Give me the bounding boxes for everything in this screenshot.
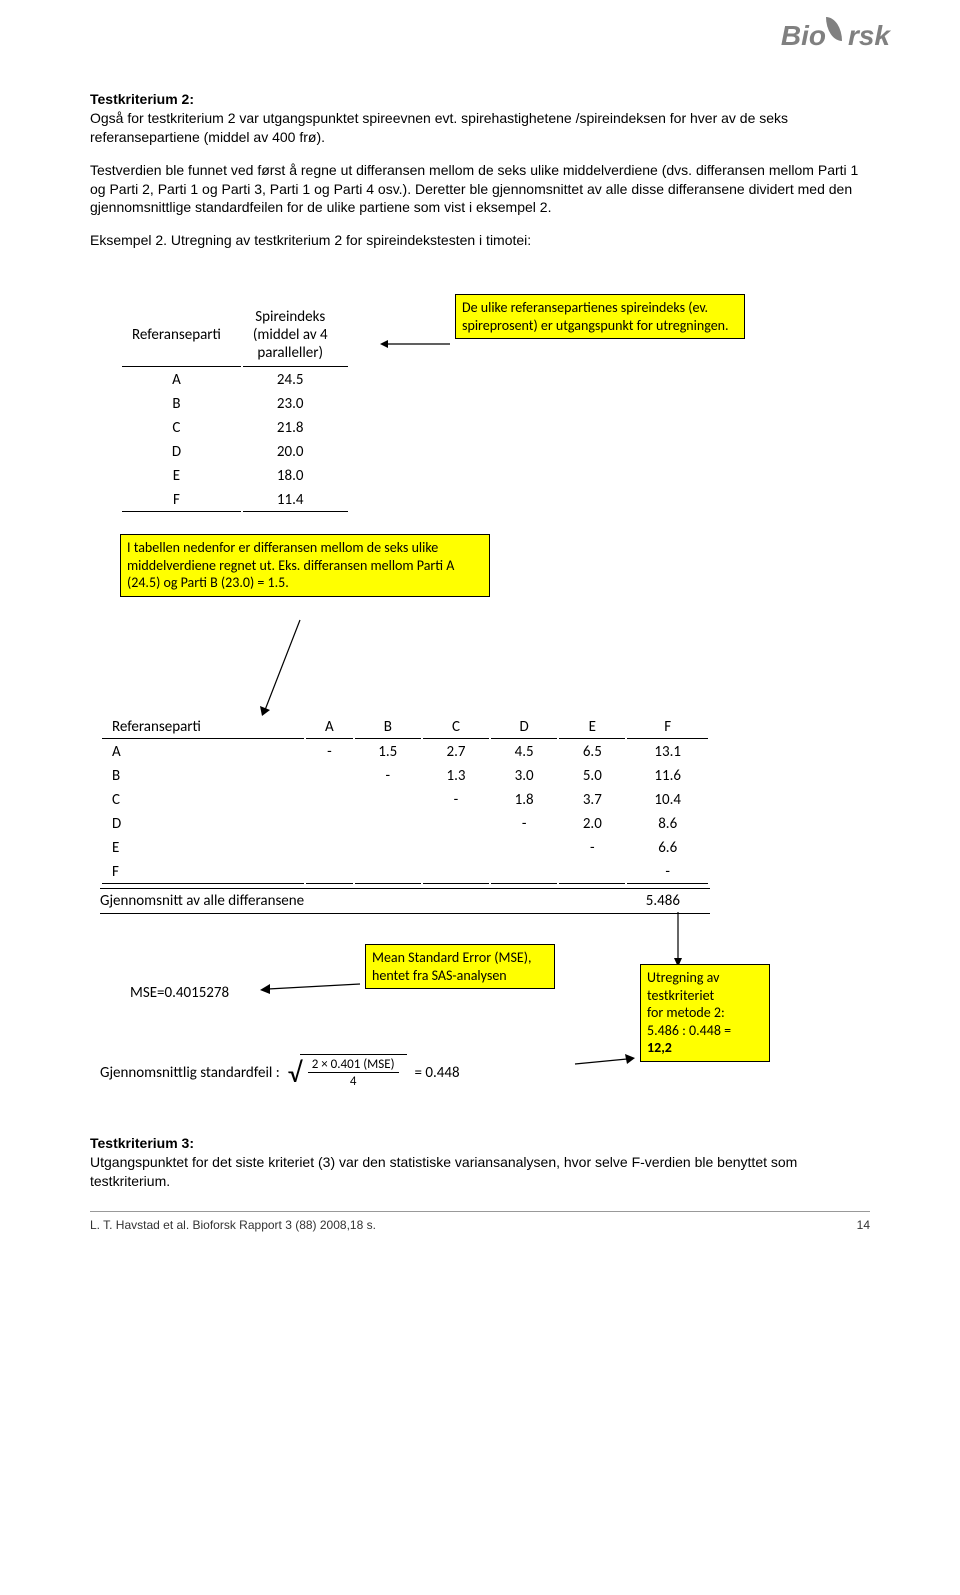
table-row: F- xyxy=(102,861,708,884)
leaf-icon xyxy=(824,21,848,51)
table-row: A-1.52.74.56.513.1 xyxy=(102,741,708,763)
annotation-note-1: De ulike referansepartienes spireindeks … xyxy=(455,294,745,339)
stderr-eq: = 0.448 xyxy=(415,1064,460,1082)
stderr-formula: Gjennomsnittlig standardfeil : √ 2 × 0.4… xyxy=(100,1054,460,1091)
section3-text: Utgangspunktet for det siste kriteriet (… xyxy=(90,1154,797,1189)
arrow-icon xyxy=(260,974,360,994)
section3-title: Testkriterium 3: xyxy=(90,1135,194,1151)
footer-page-number: 14 xyxy=(857,1218,870,1232)
table-row: D20.0 xyxy=(122,441,348,463)
table-row: A24.5 xyxy=(122,369,348,391)
arrow-icon xyxy=(575,1054,635,1074)
annotation-note-4: Utregning av testkriteriet for metode 2:… xyxy=(640,964,770,1062)
table-row: D-2.08.6 xyxy=(102,813,708,835)
figure-area: Referanseparti Spireindeks (middel av 4 … xyxy=(90,264,870,1094)
table-row: C21.8 xyxy=(122,417,348,439)
table-row: B23.0 xyxy=(122,393,348,415)
avg-value: 5.486 xyxy=(646,892,680,910)
avg-label: Gjennomsnitt av alle differansene xyxy=(100,892,304,910)
arrow-icon xyxy=(380,339,460,359)
footer-left: L. T. Havstad et al. Bioforsk Rapport 3 … xyxy=(90,1218,376,1232)
table-row: E-6.6 xyxy=(102,837,708,859)
table-row: C-1.83.710.4 xyxy=(102,789,708,811)
example-label: Eksempel 2. Utregning av testkriterium 2… xyxy=(90,231,870,250)
footer: L. T. Havstad et al. Bioforsk Rapport 3 … xyxy=(90,1211,870,1232)
testkriterium-2-para: Testkriterium 2: Også for testkriterium … xyxy=(90,90,870,147)
tbl2-rowhdr: Referanseparti xyxy=(102,716,304,739)
section-title: Testkriterium 2: xyxy=(90,91,194,107)
sqrt-expression: √ 2 × 0.401 (MSE) 4 xyxy=(288,1054,407,1091)
logo: Bio rsk xyxy=(781,20,890,52)
stderr-label: Gjennomsnittlig standardfeil : xyxy=(100,1064,280,1082)
table-row: E18.0 xyxy=(122,465,348,487)
difference-table: Referanseparti A B C D E F A-1.52.74.56.… xyxy=(100,714,710,886)
logo-text-pre: Bio xyxy=(781,20,826,52)
section-p1: Også for testkriterium 2 var utgangspunk… xyxy=(90,110,788,145)
table-row: B-1.33.05.011.6 xyxy=(102,765,708,787)
average-row: Gjennomsnitt av alle differansene 5.486 xyxy=(100,888,710,914)
annotation-note-3: Mean Standard Error (MSE), hentet fra SA… xyxy=(365,944,555,989)
section-p2: Testverdien ble funnet ved først å regne… xyxy=(90,161,870,218)
testkriterium-3-para: Testkriterium 3: Utgangspunktet for det … xyxy=(90,1134,870,1191)
reference-table: Referanseparti Spireindeks (middel av 4 … xyxy=(120,304,350,514)
annotation-note-2: I tabellen nedenfor er differansen mello… xyxy=(120,534,490,597)
table-row: F11.4 xyxy=(122,489,348,512)
mse-text: MSE=0.4015278 xyxy=(130,984,229,1002)
tbl1-h1: Referanseparti xyxy=(122,306,241,367)
tbl1-h2: Spireindeks (middel av 4 paralleller) xyxy=(243,306,348,367)
logo-text-post: rsk xyxy=(848,20,890,52)
arrow-icon xyxy=(260,620,320,720)
arrow-icon xyxy=(668,912,688,967)
